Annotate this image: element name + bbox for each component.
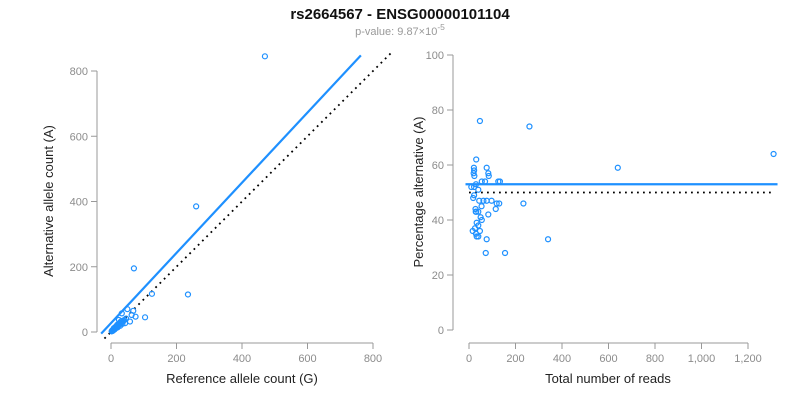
x-tick-label: 1,200 xyxy=(734,353,762,365)
y-tick-label: 0 xyxy=(438,325,444,337)
data-point xyxy=(485,170,492,177)
data-point xyxy=(476,197,483,204)
data-point xyxy=(471,172,478,180)
data-point xyxy=(473,208,480,215)
data-point xyxy=(130,307,137,314)
x-tick-label: 800 xyxy=(646,353,664,365)
x-tick-label: 1,000 xyxy=(688,353,716,365)
data-point xyxy=(483,197,490,204)
y-tick-label: 40 xyxy=(432,215,444,227)
x-tick-label: 600 xyxy=(298,353,316,365)
data-point xyxy=(261,53,269,60)
x-tick-label: 200 xyxy=(167,353,185,365)
data-point xyxy=(115,316,122,324)
x-tick-label: 800 xyxy=(364,353,382,365)
y-tick-label: 400 xyxy=(70,197,88,209)
data-point xyxy=(475,208,482,215)
fitted-line xyxy=(100,54,362,335)
x-tick-label: 400 xyxy=(553,353,571,365)
data-point xyxy=(141,314,149,321)
data-point xyxy=(478,216,485,224)
data-point xyxy=(526,123,533,130)
left-xaxis-title: Reference allele count (G) xyxy=(166,371,318,386)
x-tick-label: 0 xyxy=(466,353,472,365)
data-point xyxy=(492,205,499,213)
data-point xyxy=(493,200,500,207)
data-point xyxy=(473,156,480,163)
data-point xyxy=(475,186,482,193)
y-tick-label: 0 xyxy=(82,327,88,339)
y-tick-label: 800 xyxy=(70,66,88,78)
data-point xyxy=(148,290,156,297)
data-point xyxy=(501,249,509,257)
y-tick-label: 600 xyxy=(70,131,88,143)
data-point xyxy=(544,236,552,243)
figure-title: rs2664567 - ENSG00000101104 xyxy=(290,6,510,23)
data-point xyxy=(470,194,477,202)
x-tick-label: 600 xyxy=(599,353,617,365)
data-point xyxy=(485,211,492,218)
pvalue-text: p-value: 9.87×10 xyxy=(355,26,437,38)
right-scatter-plot: 0 20 40 60 80 100 0 200 400 600 800 1,000 1,200 xyxy=(426,50,778,365)
data-point xyxy=(126,318,134,325)
data-point xyxy=(476,117,484,125)
data-point xyxy=(770,150,777,158)
data-point xyxy=(485,172,492,180)
y-tick-label: 200 xyxy=(70,262,88,274)
data-point xyxy=(193,203,200,210)
data-point xyxy=(130,265,138,272)
data-point xyxy=(488,197,495,204)
identity-line xyxy=(103,51,393,339)
data-point xyxy=(496,200,503,207)
data-point xyxy=(470,170,477,177)
x-tick-label: 400 xyxy=(233,353,251,365)
data-point xyxy=(132,313,139,320)
right-xaxis-title: Total number of reads xyxy=(545,371,671,386)
data-point xyxy=(475,233,482,240)
pvalue-exponent: -5 xyxy=(437,22,445,32)
data-point xyxy=(476,227,484,235)
data-point xyxy=(614,164,621,171)
right-yaxis-title: Percentage alternative (A) xyxy=(411,116,426,267)
data-point xyxy=(483,164,490,171)
left-yaxis-title: Alternative allele count (A) xyxy=(41,125,56,277)
data-point xyxy=(478,203,485,210)
data-point xyxy=(520,200,527,207)
y-tick-label: 100 xyxy=(426,50,444,62)
data-point xyxy=(483,236,490,243)
data-point xyxy=(482,249,489,257)
data-point xyxy=(471,192,478,199)
y-tick-label: 60 xyxy=(432,160,444,172)
left-scatter-plot: 0 200 400 600 800 0 200 400 600 800 xyxy=(70,51,393,365)
data-point xyxy=(480,197,487,204)
y-tick-label: 80 xyxy=(432,105,444,117)
x-tick-label: 0 xyxy=(108,353,114,365)
data-point xyxy=(184,291,192,298)
figure-subtitle: p-value: 9.87×10-5 xyxy=(355,22,445,38)
y-tick-label: 20 xyxy=(432,270,444,282)
x-tick-label: 200 xyxy=(506,353,524,365)
